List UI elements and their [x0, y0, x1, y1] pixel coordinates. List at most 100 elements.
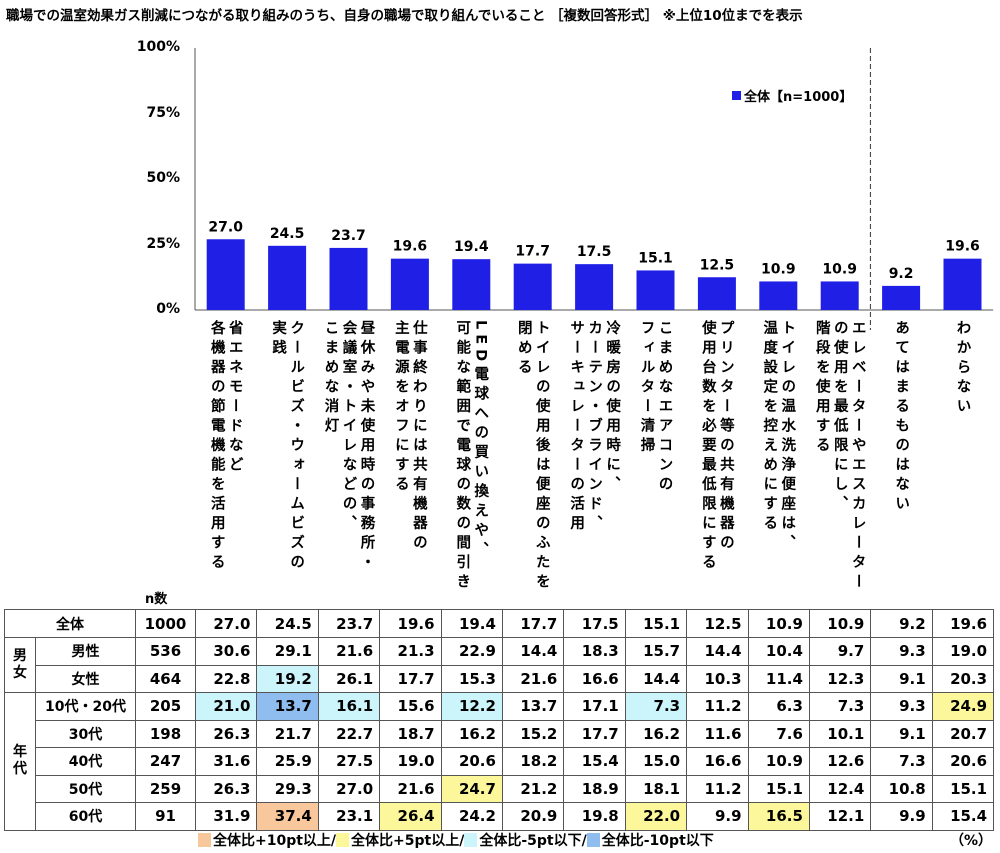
category-label: エレベーターやエスカレーター の使用を最低限にし、 階段を使用する: [813, 320, 867, 605]
value-cell: 26.3: [194, 774, 258, 803]
value-cell: 6.3: [747, 692, 810, 721]
value-cell: 24.9: [931, 692, 995, 721]
value-cell: 11.4: [747, 664, 810, 693]
value-cell: 10.9: [747, 747, 810, 776]
key-label: 全体比-5pt以下/: [479, 833, 587, 849]
table-row: 50代 259 26.3 29.3 27.0 21.6 24.7 21.2 18.9 18.1 11…: [5, 774, 995, 803]
data-label: 10.9: [761, 261, 796, 277]
row-label: 50代: [35, 774, 136, 803]
unit-label: （%）: [950, 833, 993, 849]
bar: [513, 263, 552, 310]
value-cell: 16.6: [686, 747, 749, 776]
table-row: 40代 247 31.6 25.9 27.5 19.0 20.6 18.2 15.4 15.0 16…: [5, 747, 995, 776]
category-label-line: サーキュレーターの活用: [568, 320, 585, 535]
value-cell: 12.5: [686, 609, 749, 638]
value-cell: 20.7: [931, 719, 995, 748]
value-cell: 24.5: [256, 609, 319, 638]
category-label-line: トイレの温水洗浄便座は、: [779, 320, 796, 554]
value-cell: 19.0: [931, 637, 995, 666]
category-label-line: こまめな消灯: [322, 320, 339, 437]
row-label: 男性: [35, 637, 136, 666]
category-label-line: 仕事終わりには共有機器の: [410, 320, 427, 554]
table-row: 女性 464 22.8 19.2 26.1 17.7 15.3 21.6 16.6 14.4 10.…: [5, 664, 995, 693]
value-cell: 20.6: [440, 747, 503, 776]
value-cell: 24.2: [440, 802, 503, 831]
key-label: 全体比+10pt以上/: [213, 833, 337, 849]
value-cell: 9.1: [870, 664, 933, 693]
value-cell: 10.9: [808, 609, 872, 638]
value-cell: 19.0: [379, 747, 442, 776]
n-cell: 91: [135, 802, 196, 831]
value-cell: 14.4: [686, 637, 749, 666]
value-cell: 19.4: [440, 609, 503, 638]
value-cell: 20.3: [931, 664, 995, 693]
value-cell: 26.3: [194, 719, 258, 748]
category-label: あてはまるものはない: [892, 320, 910, 605]
table-row: 全体 1000 27.0 24.5 23.7 19.6 19.4 17.7 17.5 15.1 12…: [4, 609, 995, 638]
value-cell: 12.3: [808, 664, 872, 693]
category-label-line: カーテン・ブラインド、: [586, 320, 603, 535]
bar-plot: 27.0 24.5 23.7 19.6 19.4 17.7 17.5 15.1 12.5 10.9…: [194, 48, 994, 330]
category-label-line: こまめなエアコンの: [656, 320, 673, 496]
value-cell: 21.2: [501, 774, 565, 803]
value-cell: 21.7: [256, 719, 319, 748]
data-label: 23.7: [331, 228, 366, 244]
value-cell: 13.7: [501, 692, 565, 721]
category-label-line: 閉める: [515, 320, 532, 379]
value-cell: 22.7: [317, 719, 381, 748]
value-cell: 20.6: [931, 747, 995, 776]
value-cell: 15.0: [624, 747, 688, 776]
value-cell: 20.9: [501, 802, 565, 831]
n-header: n数: [145, 592, 168, 607]
n-cell: 464: [135, 664, 196, 693]
value-cell: 19.6: [931, 609, 995, 638]
key-swatch: [464, 833, 478, 847]
value-cell: 9.7: [808, 637, 872, 666]
legend-label: 全体【n=1000】: [744, 90, 853, 105]
value-cell: 29.1: [256, 637, 319, 666]
category-label-line: の使用を最低限にし、: [831, 320, 848, 515]
data-label: 15.1: [638, 250, 673, 266]
value-cell: 37.4: [256, 802, 319, 831]
category-label-line: エレベーターやエスカレーター: [849, 320, 866, 593]
category-label-line: 主電源をオフにする: [392, 320, 409, 496]
color-key: 全体比+10pt以上/全体比+5pt以上/全体比-5pt以下/全体比-10pt以…: [198, 830, 714, 850]
value-cell: 10.1: [808, 719, 872, 748]
bar: [820, 281, 859, 310]
value-cell: 15.2: [501, 719, 565, 748]
value-cell: 12.4: [808, 774, 872, 803]
row-label: 女性: [35, 664, 136, 693]
value-cell: 23.7: [317, 609, 381, 638]
value-cell: 15.4: [931, 802, 995, 831]
category-label: トイレの温水洗浄便座は、 温度設定を控えめにする: [760, 320, 796, 605]
category-label-line: 昼休みや未使用時の事務所・: [358, 320, 375, 574]
value-cell: 9.9: [870, 802, 933, 831]
category-label: クールビズ・ウォームビズの 実践: [269, 320, 305, 605]
value-cell: 18.2: [501, 747, 565, 776]
category-label: 冷暖房の使用時に、 カーテン・ブラインド、 サーキュレーターの活用: [567, 320, 621, 605]
row-label: 40代: [35, 747, 136, 776]
category-label-line: 可能な範囲で電球の数の間引き: [454, 320, 471, 593]
category-label: トイレの使用後は便座のふたを 閉める: [515, 320, 551, 605]
value-cell: 27.0: [317, 774, 381, 803]
n-cell: 247: [135, 747, 196, 776]
category-label-line: 会議室・トイレなどの、: [340, 320, 357, 535]
category-label-line: フィルター清掃: [638, 320, 655, 457]
value-cell: 19.6: [379, 609, 442, 638]
category-label-line: わからない: [954, 320, 971, 418]
value-cell: 12.2: [440, 692, 503, 721]
category-label-line: トイレの使用後は便座のふたを: [533, 320, 550, 593]
data-label: 10.9: [822, 261, 857, 277]
key-label: 全体比+5pt以上/: [351, 833, 465, 849]
n-cell: 536: [135, 637, 196, 666]
bar: [206, 239, 245, 310]
n-cell: 259: [135, 774, 196, 803]
y-tick-label: 75%: [146, 104, 180, 121]
value-cell: 15.6: [379, 692, 442, 721]
category-label-line: 実践: [270, 320, 287, 359]
legend-swatch: [732, 91, 741, 100]
value-cell: 16.6: [563, 664, 626, 693]
category-label: プリンター等の共有機器の 使用台数を必要最低限にする: [699, 320, 735, 605]
value-cell: 18.3: [563, 637, 626, 666]
category-label-line: 省エネモードなど: [226, 320, 243, 476]
